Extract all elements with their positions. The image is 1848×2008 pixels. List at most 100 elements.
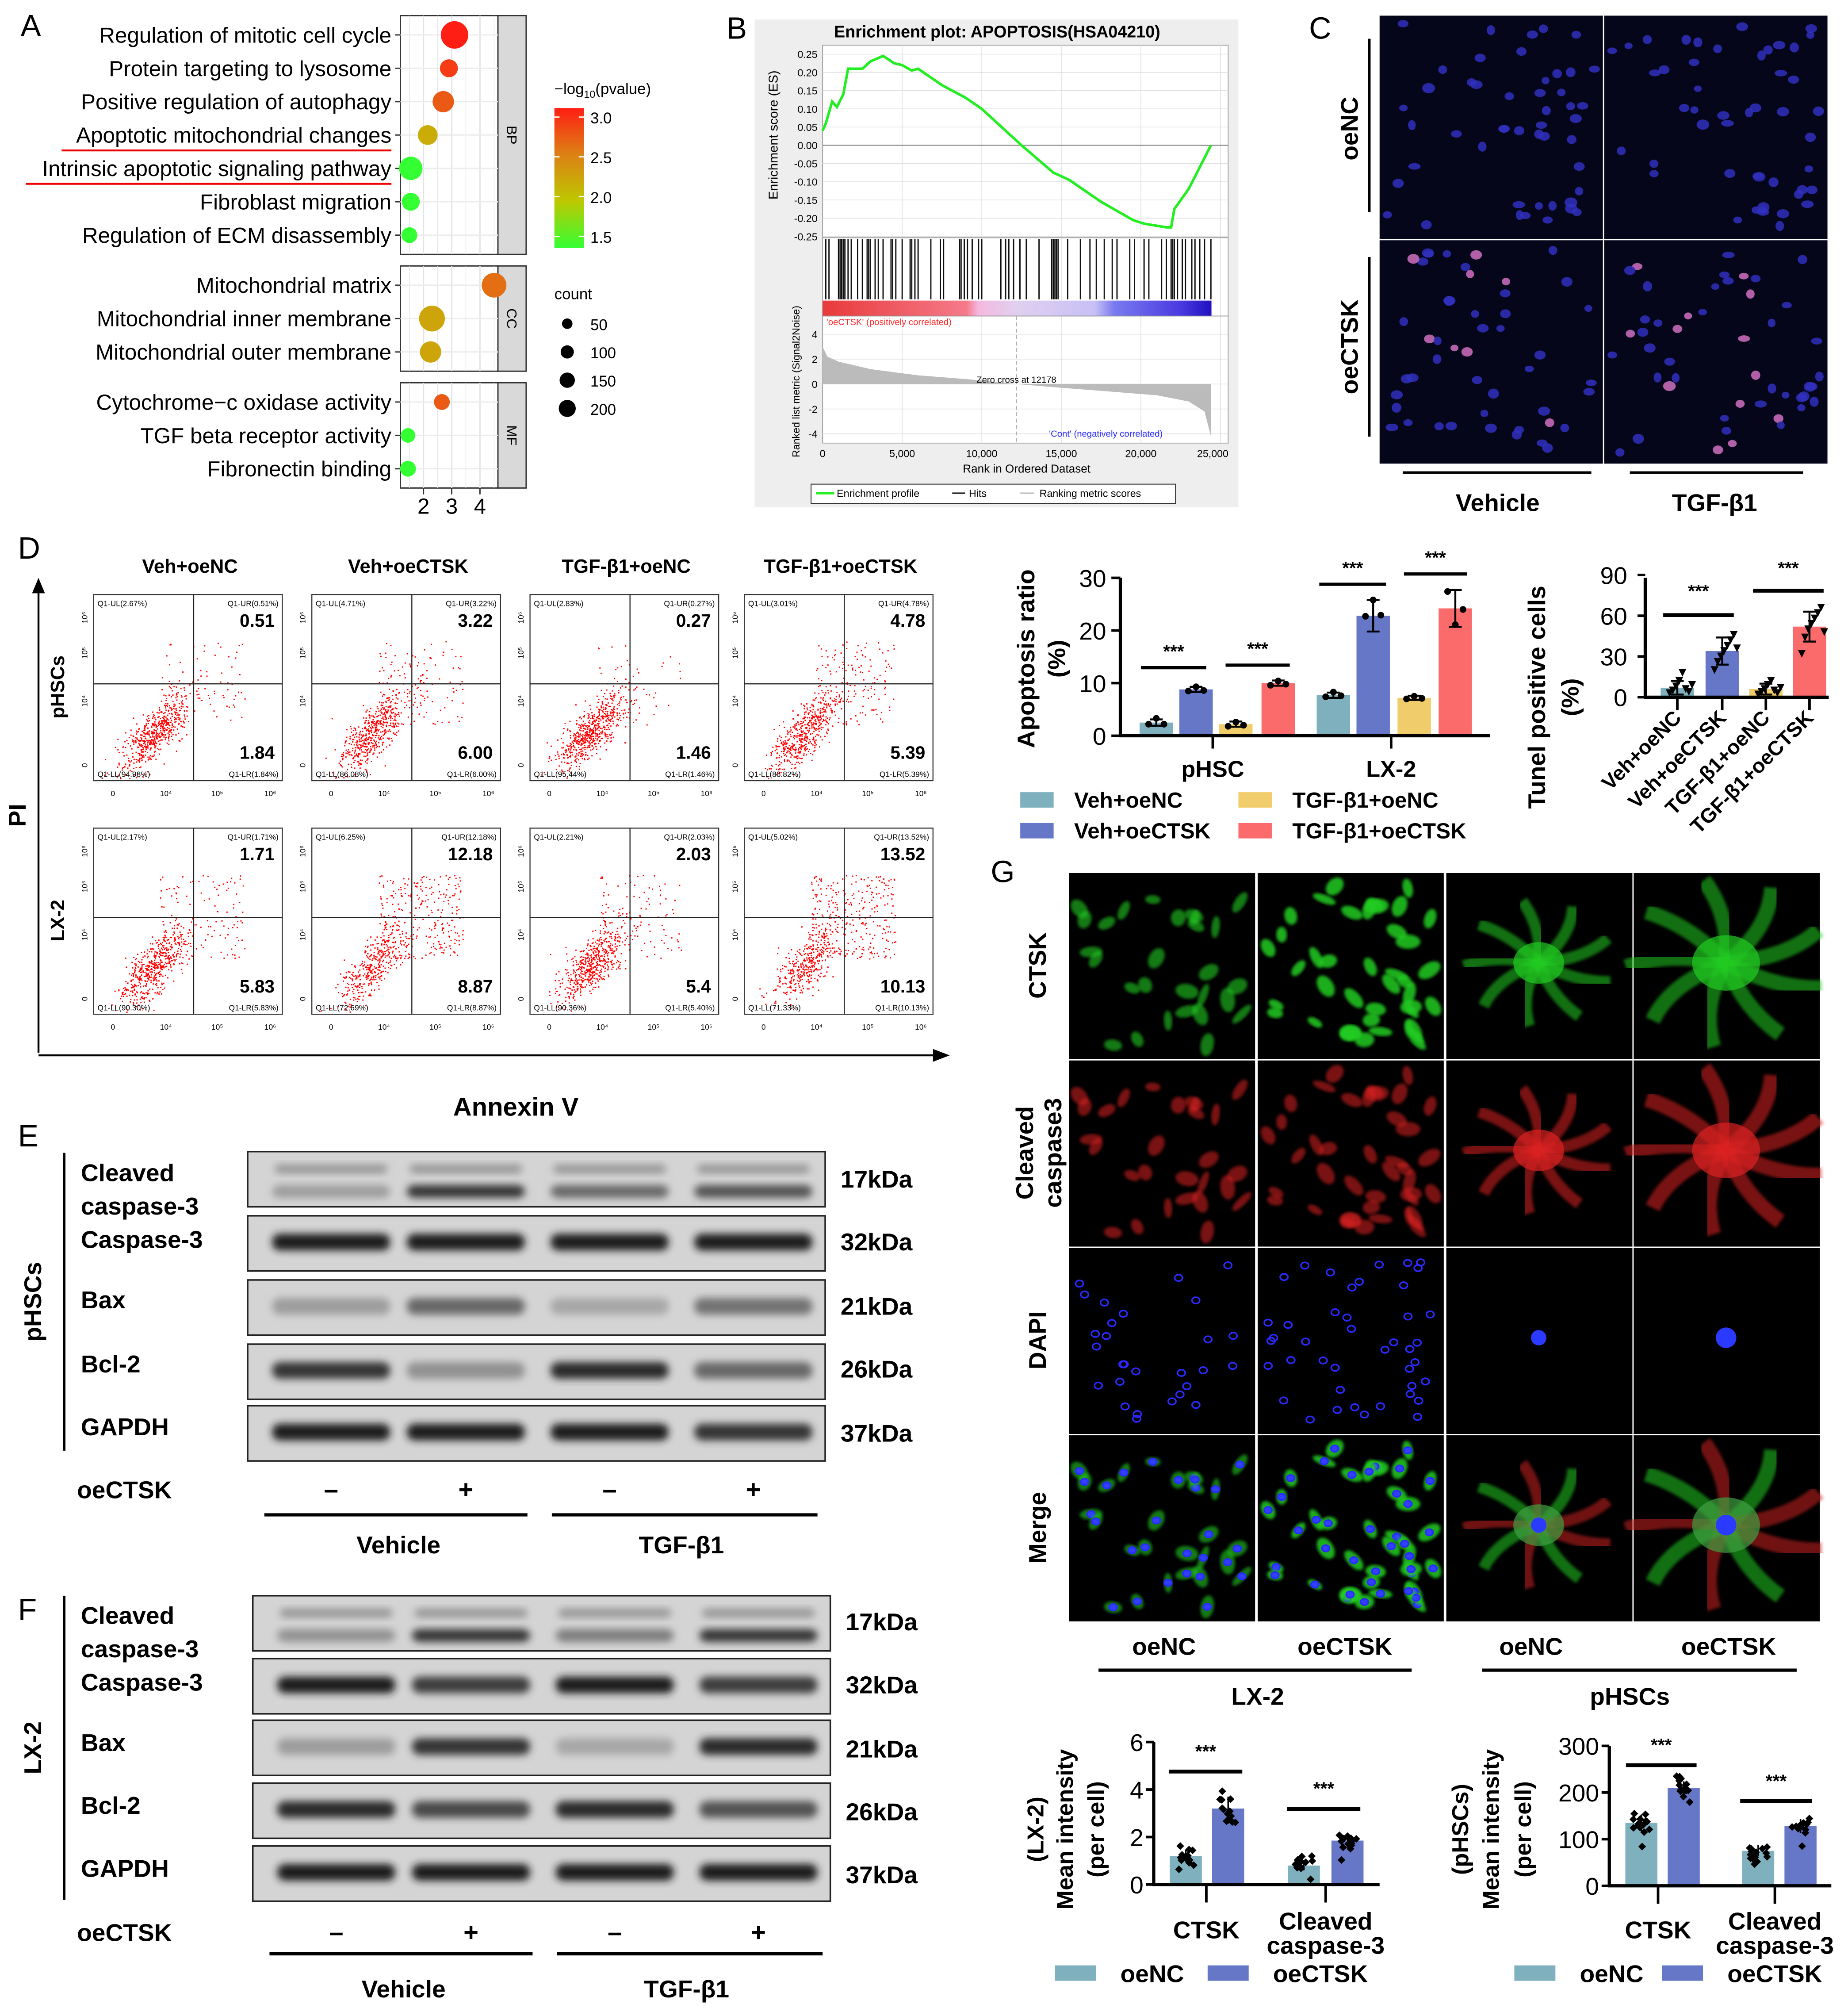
es-tick-label: 0.25 <box>797 49 817 60</box>
event-dot <box>184 710 185 712</box>
event-dot <box>165 958 166 960</box>
event-dot <box>596 706 598 708</box>
event-dot <box>163 906 165 908</box>
event-dot <box>592 732 593 733</box>
event-dot <box>187 721 189 723</box>
event-dot <box>818 645 820 647</box>
event-dot <box>160 954 162 956</box>
event-dot <box>420 879 422 881</box>
event-dot <box>148 973 149 974</box>
event-dot <box>882 721 884 723</box>
event-dot <box>872 709 874 711</box>
event-dot <box>608 705 610 707</box>
event-dot <box>442 928 444 930</box>
event-dot <box>615 936 616 938</box>
event-dot <box>370 972 371 973</box>
event-dot <box>167 962 169 964</box>
event-dot <box>640 921 642 923</box>
event-dot <box>160 943 161 944</box>
event-dot <box>605 713 607 715</box>
event-dot <box>166 943 168 944</box>
event-dot <box>562 978 563 980</box>
event-dot <box>827 703 829 705</box>
nucleus <box>1577 102 1588 110</box>
event-dot <box>435 924 436 926</box>
event-dot <box>608 931 609 933</box>
event-dot <box>417 665 418 667</box>
event-dot <box>865 714 866 716</box>
event-dot <box>584 728 585 729</box>
event-dot <box>815 724 817 725</box>
event-dot <box>618 703 620 705</box>
event-dot <box>580 972 582 974</box>
event-dot <box>390 958 392 959</box>
ur-percent: 0.51 <box>240 610 275 631</box>
event-dot <box>153 977 154 979</box>
event-dot <box>155 973 157 975</box>
event-dot <box>385 709 386 711</box>
event-dot <box>379 970 381 971</box>
event-dot <box>804 747 806 748</box>
event-dot <box>395 720 397 721</box>
event-dot <box>139 761 141 763</box>
event-dot <box>609 714 611 716</box>
event-dot <box>653 714 655 716</box>
event-dot <box>162 951 164 953</box>
event-dot <box>818 730 820 732</box>
event-dot <box>592 975 594 977</box>
event-dot <box>163 717 165 719</box>
event-dot <box>347 751 348 753</box>
event-dot <box>171 720 172 721</box>
nucleus <box>1797 404 1806 411</box>
term-label: Mitochondrial matrix <box>196 273 392 298</box>
event-dot <box>237 920 238 922</box>
event-dot <box>630 935 632 936</box>
event-dot <box>149 758 151 759</box>
event-dot <box>130 998 132 1000</box>
x-tick-label: 10⁴ <box>811 789 823 798</box>
event-dot <box>565 1000 566 1002</box>
nucleus <box>1569 114 1582 123</box>
event-dot <box>196 658 198 660</box>
event-dot <box>142 755 144 756</box>
event-dot <box>818 727 820 729</box>
event-dot <box>361 986 363 987</box>
event-dot <box>596 949 598 950</box>
event-dot <box>158 749 160 751</box>
event-dot <box>800 748 802 750</box>
event-dot <box>351 978 353 980</box>
event-dot <box>451 907 453 908</box>
event-dot <box>417 882 419 884</box>
event-dot <box>799 747 800 748</box>
event-dot <box>816 714 818 716</box>
event-dot <box>139 740 141 741</box>
event-dot <box>576 974 578 976</box>
y-tick-label: 10⁴ <box>80 695 89 707</box>
event-dot <box>379 671 381 672</box>
x-tick-label: 10⁶ <box>482 1023 494 1031</box>
event-dot <box>391 661 393 663</box>
event-dot <box>846 724 847 726</box>
event-dot <box>166 949 168 951</box>
event-dot <box>632 704 634 705</box>
event-dot <box>452 920 454 921</box>
event-dot <box>151 731 153 732</box>
event-dot <box>367 739 368 740</box>
flow-plot: Q1-UL(2.83%) Q1-UR(0.27%)Q1-LL(95.44%) Q1-… <box>517 594 719 798</box>
event-dot <box>423 876 425 878</box>
event-dot <box>367 737 369 739</box>
event-dot <box>813 736 815 738</box>
event-dot <box>842 723 844 725</box>
size-legend-dot <box>562 318 573 329</box>
event-dot <box>584 715 585 717</box>
event-dot <box>613 953 615 954</box>
event-dot <box>585 754 586 756</box>
event-dot <box>165 940 166 942</box>
event-dot <box>590 749 592 751</box>
event-dot <box>385 924 386 926</box>
event-dot <box>143 964 145 966</box>
event-dot <box>605 716 607 717</box>
event-dot <box>577 989 578 991</box>
event-dot <box>414 656 416 658</box>
event-dot <box>800 723 802 724</box>
